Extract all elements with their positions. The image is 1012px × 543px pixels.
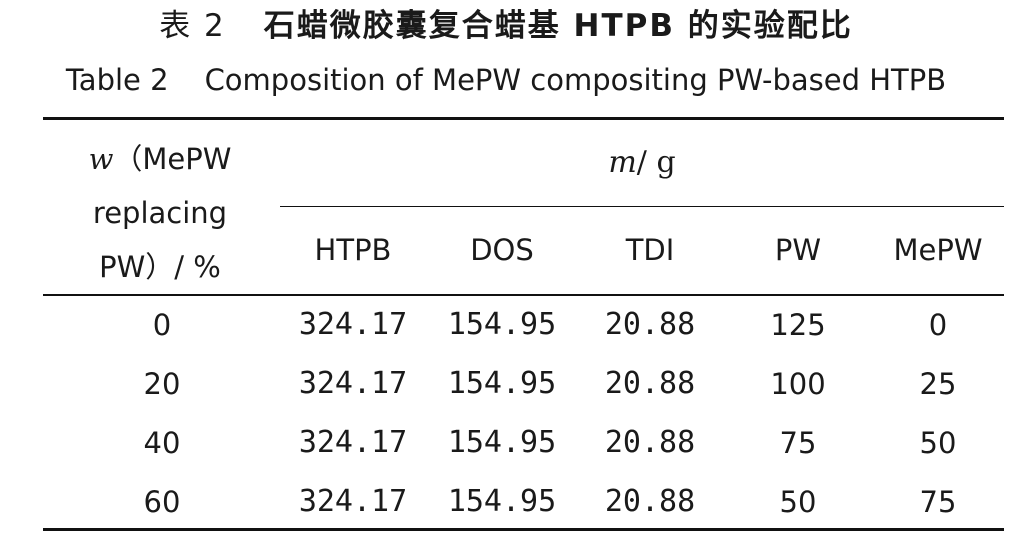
table-cell: 75 [919, 485, 957, 519]
table-cell: 50 [919, 426, 957, 460]
row-header-line-1: w（MePW [60, 132, 260, 186]
table-title-chinese: 表 2 石蜡微胶囊复合蜡基 HTPB 的实验配比 [0, 4, 1012, 48]
row-label: 20 [143, 367, 181, 401]
header-rule [43, 294, 1004, 296]
column-header: PW [774, 233, 822, 267]
row-header-line-3: PW）/ % [99, 250, 221, 284]
table-cell: 154.95 [447, 425, 557, 460]
table-cell: 75 [779, 426, 817, 460]
row-header-line-1-rest: （MePW [113, 142, 232, 176]
table-label-english: Table 2 [65, 63, 169, 97]
unit-symbol: m [608, 145, 637, 180]
table-label-chinese: 表 2 [159, 8, 226, 44]
table-title-english: Table 2 Composition of MePW compositing P… [0, 58, 1012, 102]
top-rule [43, 117, 1004, 120]
column-header: HTPB [314, 233, 392, 267]
column-header: TDI [625, 233, 675, 267]
table-caption-chinese: 石蜡微胶囊复合蜡基 HTPB 的实验配比 [263, 8, 853, 44]
row-label: 40 [143, 426, 181, 460]
row-header-line-2: replacing [92, 196, 228, 230]
table-cell: 324.17 [298, 307, 408, 342]
table-caption-english: Composition of MePW compositing PW-based… [204, 63, 947, 97]
table-cell: 324.17 [298, 425, 408, 460]
row-label: 0 [152, 308, 172, 342]
unit-label: / g [636, 145, 676, 180]
table-cell: 0 [928, 308, 948, 342]
table-cell: 20.88 [604, 484, 696, 519]
table-cell: 154.95 [447, 484, 557, 519]
table-cell: 20.88 [604, 425, 696, 460]
table-cell: 25 [919, 367, 957, 401]
row-label: 60 [143, 485, 181, 519]
unit-header: m/ g [280, 143, 1004, 183]
bottom-rule [43, 528, 1004, 531]
table-cell: 154.95 [447, 307, 557, 342]
table-cell: 100 [770, 367, 826, 401]
row-header: w（MePW replacing PW）/ % [60, 132, 260, 294]
column-header: MePW [893, 233, 983, 267]
table-cell: 20.88 [604, 366, 696, 401]
table-cell: 20.88 [604, 307, 696, 342]
row-header-symbol: w [88, 142, 114, 176]
table-cell: 154.95 [447, 366, 557, 401]
table-cell: 324.17 [298, 484, 408, 519]
table-cell: 125 [770, 308, 826, 342]
table-cell: 324.17 [298, 366, 408, 401]
subheader-rule [280, 206, 1004, 207]
column-header: DOS [470, 233, 534, 267]
table-cell: 50 [779, 485, 817, 519]
